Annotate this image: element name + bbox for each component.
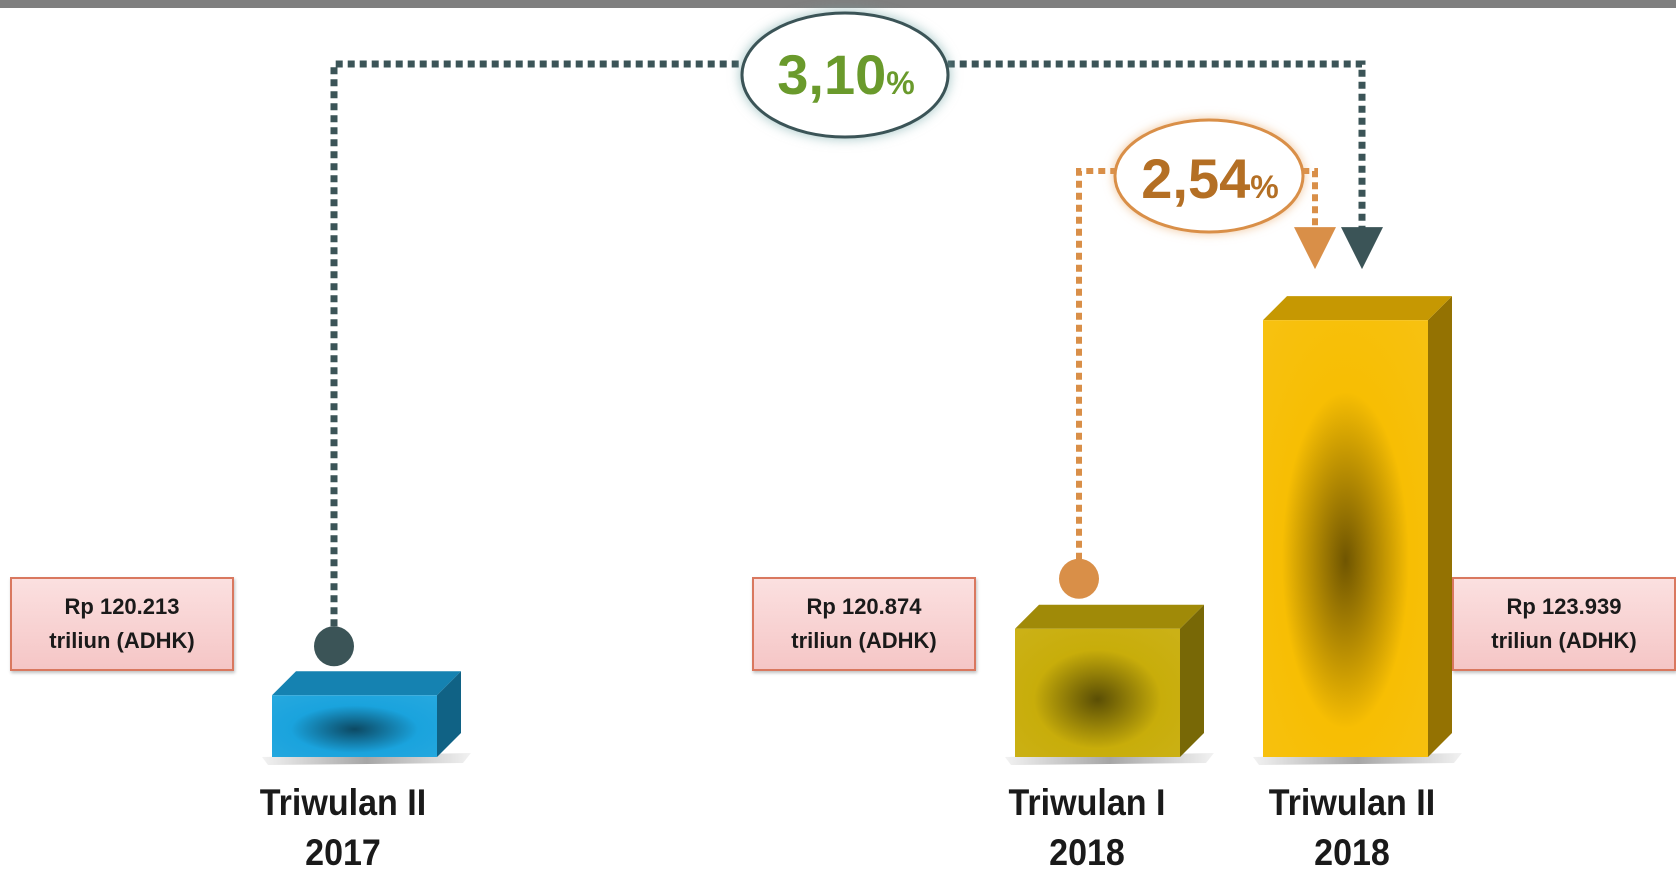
value-label-line2: triliun (ADHK) — [1491, 628, 1637, 653]
category-label-line2: 2018 — [1314, 832, 1390, 873]
category-label: Triwulan II 2017 — [233, 778, 454, 878]
value-label-box: Rp 120.874 triliun (ADHK) — [752, 577, 976, 671]
value-label-box: Rp 123.939 triliun (ADHK) — [1452, 577, 1676, 671]
growth-connector-qoq — [1059, 118, 1336, 599]
bar-front — [272, 695, 437, 757]
bar-side — [437, 671, 461, 757]
bar-top — [1263, 296, 1452, 321]
arrow-head — [1341, 227, 1383, 270]
value-label-line2: triliun (ADHK) — [791, 628, 937, 653]
dotted-line — [330, 60, 1366, 627]
growth-label-qoq: 2,54% — [1110, 146, 1310, 211]
value-label-line1: Rp 123.939 — [1506, 594, 1622, 619]
bar-top — [272, 671, 461, 696]
bar-side — [1180, 604, 1204, 757]
bar-front — [1263, 320, 1428, 757]
growth-unit: % — [1250, 169, 1279, 205]
start-dot — [314, 626, 354, 667]
bar-side — [1428, 296, 1452, 757]
category-label: Triwulan I 2018 — [977, 778, 1198, 878]
top-border — [0, 0, 1676, 8]
category-label-line2: 2017 — [305, 832, 381, 873]
growth-connector-yoy — [314, 11, 1383, 667]
bar — [262, 671, 471, 765]
growth-badge — [1113, 118, 1305, 234]
category-label-line1: Triwulan II — [1268, 782, 1436, 823]
bar — [1253, 296, 1462, 765]
growth-value: 3,10 — [777, 43, 887, 106]
category-label: Triwulan II 2018 — [1242, 778, 1463, 878]
growth-badge — [740, 11, 950, 139]
category-label-line1: Triwulan II — [259, 782, 427, 823]
growth-label-yoy: 3,10% — [746, 42, 946, 107]
arrow-head — [1294, 227, 1336, 270]
value-label-line1: Rp 120.874 — [806, 594, 922, 619]
value-label-line1: Rp 120.213 — [64, 594, 180, 619]
bar-top — [1015, 604, 1204, 629]
growth-value: 2,54 — [1141, 147, 1251, 210]
bar-front — [1015, 628, 1180, 757]
growth-unit: % — [886, 65, 915, 101]
bar — [1005, 604, 1214, 765]
category-label-line1: Triwulan I — [1008, 782, 1166, 823]
start-dot — [1059, 558, 1099, 599]
value-label-line2: triliun (ADHK) — [49, 628, 195, 653]
category-label-line2: 2018 — [1049, 832, 1125, 873]
value-label-box: Rp 120.213 triliun (ADHK) — [10, 577, 234, 671]
